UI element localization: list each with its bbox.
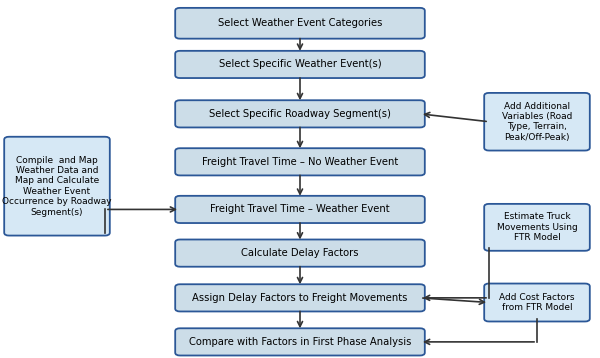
FancyBboxPatch shape: [4, 137, 110, 236]
Text: Calculate Delay Factors: Calculate Delay Factors: [241, 248, 359, 258]
FancyBboxPatch shape: [175, 240, 425, 267]
Text: Add Additional
Variables (Road
Type, Terrain,
Peak/Off-Peak): Add Additional Variables (Road Type, Ter…: [502, 102, 572, 142]
FancyBboxPatch shape: [175, 196, 425, 223]
FancyBboxPatch shape: [175, 100, 425, 127]
Text: Select Specific Weather Event(s): Select Specific Weather Event(s): [218, 59, 382, 69]
FancyBboxPatch shape: [484, 284, 590, 321]
FancyBboxPatch shape: [484, 93, 590, 150]
FancyBboxPatch shape: [175, 328, 425, 355]
Text: Select Specific Roadway Segment(s): Select Specific Roadway Segment(s): [209, 109, 391, 119]
FancyBboxPatch shape: [175, 284, 425, 311]
Text: Add Cost Factors
from FTR Model: Add Cost Factors from FTR Model: [499, 293, 575, 312]
Text: Compile  and Map
Weather Data and
Map and Calculate
Weather Event
Occurrence by : Compile and Map Weather Data and Map and…: [2, 156, 112, 217]
FancyBboxPatch shape: [484, 204, 590, 251]
FancyBboxPatch shape: [175, 51, 425, 78]
Text: Assign Delay Factors to Freight Movements: Assign Delay Factors to Freight Movement…: [193, 293, 407, 303]
Text: Compare with Factors in First Phase Analysis: Compare with Factors in First Phase Anal…: [189, 337, 411, 347]
FancyBboxPatch shape: [175, 8, 425, 39]
Text: Select Weather Event Categories: Select Weather Event Categories: [218, 18, 382, 28]
FancyBboxPatch shape: [175, 148, 425, 175]
Text: Freight Travel Time – No Weather Event: Freight Travel Time – No Weather Event: [202, 157, 398, 167]
Text: Estimate Truck
Movements Using
FTR Model: Estimate Truck Movements Using FTR Model: [497, 212, 577, 242]
Text: Freight Travel Time – Weather Event: Freight Travel Time – Weather Event: [210, 204, 390, 214]
